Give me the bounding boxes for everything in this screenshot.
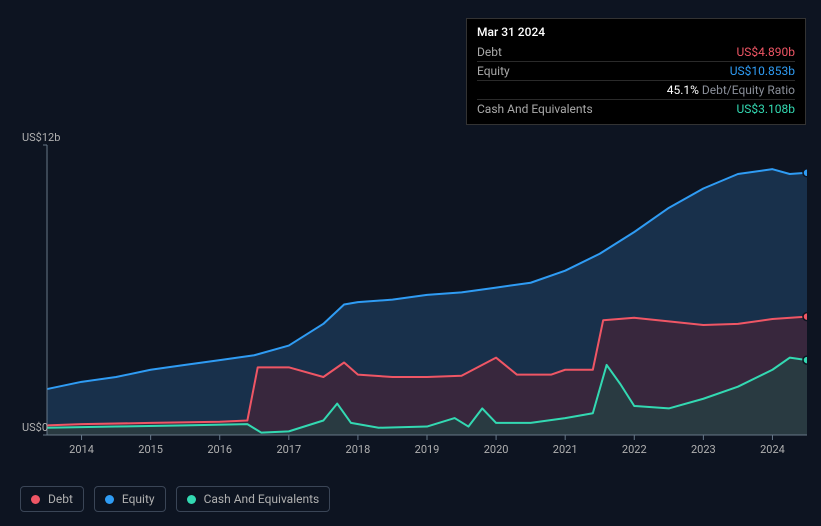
legend-item[interactable]: Debt — [20, 486, 84, 512]
x-axis-label: 2018 — [346, 443, 371, 456]
legend-item[interactable]: Cash And Equivalents — [176, 486, 331, 512]
x-axis-label: 2024 — [760, 443, 785, 456]
legend-label: Debt — [48, 492, 73, 506]
tooltip-row: 45.1% Debt/Equity Ratio — [477, 81, 795, 100]
tooltip-row-value: US$4.890b — [736, 45, 795, 59]
chart-plot-area[interactable] — [17, 120, 807, 465]
x-axis-label: 2021 — [553, 443, 578, 456]
tooltip-row: Equity US$10.853b — [477, 62, 795, 81]
x-axis-label: 2020 — [484, 443, 509, 456]
legend-label: Equity — [122, 492, 155, 506]
y-axis-label: US$12b — [22, 131, 60, 144]
chart-tooltip: Mar 31 2024 Debt US$4.890b Equity US$10.853… — [466, 18, 806, 125]
chart-legend: Debt Equity Cash And Equivalents — [20, 486, 330, 512]
legend-dot-icon — [31, 495, 40, 504]
x-axis-label: 2022 — [622, 443, 647, 456]
tooltip-row-label: Debt — [477, 45, 502, 59]
tooltip-row-value: US$3.108b — [736, 102, 795, 116]
legend-item[interactable]: Equity — [94, 486, 166, 512]
legend-dot-icon — [105, 495, 114, 504]
tooltip-date: Mar 31 2024 — [477, 25, 795, 43]
tooltip-row-label: Cash And Equivalents — [477, 102, 593, 116]
y-axis-label: US$0 — [22, 421, 48, 434]
x-axis-label: 2019 — [415, 443, 440, 456]
tooltip-row-value: 45.1% Debt/Equity Ratio — [667, 83, 795, 97]
legend-label: Cash And Equivalents — [204, 492, 320, 506]
x-axis-label: 2015 — [138, 443, 163, 456]
x-axis-label: 2014 — [69, 443, 94, 456]
tooltip-row: Debt US$4.890b — [477, 43, 795, 62]
tooltip-row: Cash And Equivalents US$3.108b — [477, 100, 795, 118]
financials-chart: US$0 US$12b 2014 2015 2016 2017 2018 2019 2020 2… — [17, 120, 807, 465]
x-axis-label: 2023 — [691, 443, 716, 456]
x-axis-label: 2016 — [207, 443, 232, 456]
x-axis-label: 2017 — [276, 443, 301, 456]
legend-dot-icon — [187, 495, 196, 504]
tooltip-row-value: US$10.853b — [730, 64, 795, 78]
tooltip-row-label: Equity — [477, 64, 510, 78]
